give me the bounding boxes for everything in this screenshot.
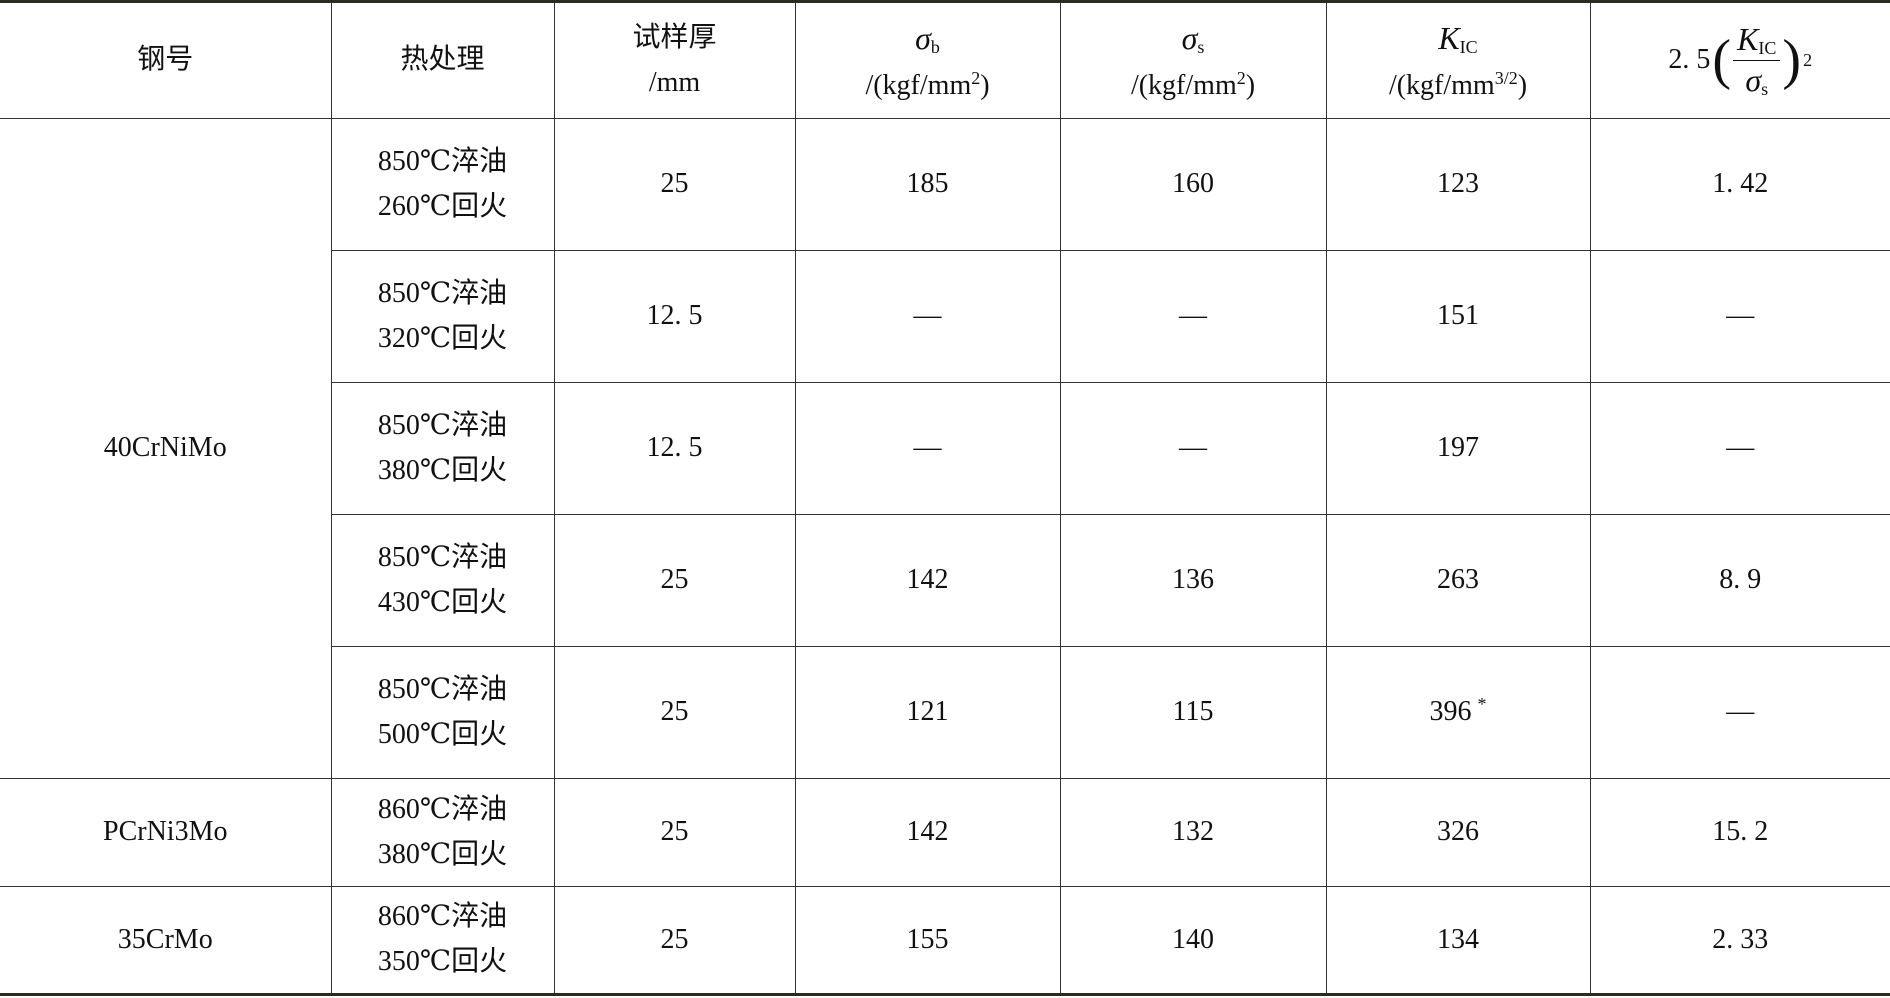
cell-steel: 40CrNiMo xyxy=(0,118,332,779)
header-sigma-s: σs /(kgf/mm2) xyxy=(1059,0,1327,119)
cell-thickness: 25 xyxy=(553,646,796,779)
cell-sigma-s: 140 xyxy=(1059,886,1327,996)
table-row: 850℃淬油 430℃回火 25 142 136 263 8. 9 xyxy=(0,514,1890,647)
cell-thickness: 12. 5 xyxy=(553,382,796,515)
table-row: 35CrMo 860℃淬油 350℃回火 25 155 140 134 2. 33 xyxy=(0,886,1890,996)
cell-treatment: 850℃淬油 500℃回火 xyxy=(331,646,555,779)
cell-treatment: 850℃淬油 320℃回火 xyxy=(331,250,555,383)
cell-sigma-s: 115 xyxy=(1059,646,1327,779)
cell-sigma-b: — xyxy=(794,382,1061,515)
cell-sigma-s: 132 xyxy=(1059,778,1327,887)
footnote-mark: * xyxy=(1477,694,1487,715)
cell-treatment: 860℃淬油 380℃回火 xyxy=(330,778,555,887)
cell-ratio: — xyxy=(1589,250,1890,383)
cell-sigma-s: — xyxy=(1059,250,1327,383)
cell-sigma-s: 136 xyxy=(1059,514,1327,647)
cell-treatment: 850℃淬油 430℃回火 xyxy=(331,514,555,647)
cell-thickness: 25 xyxy=(553,886,796,996)
cell-sigma-b: 142 xyxy=(794,514,1061,647)
header-steel: 钢号 xyxy=(0,0,332,119)
cell-kic: 396 * xyxy=(1325,646,1591,779)
cell-thickness: 25 xyxy=(553,778,796,887)
table-row: 850℃淬油 320℃回火 12. 5— —151— xyxy=(0,250,1890,383)
cell-kic: 151 xyxy=(1325,250,1591,383)
cell-steel: PCrNi3Mo xyxy=(0,778,332,887)
cell-sigma-b: — xyxy=(794,250,1061,383)
table-row: 40CrNiMo 850℃淬油 260℃回火 25 185 160 123 1. 42 xyxy=(0,118,1890,779)
cell-kic: 263 xyxy=(1325,514,1591,647)
header-ratio-formula: 2. 5 ( KIC σs ) 2 xyxy=(1589,0,1890,119)
header-row: 钢号 热处理 试样厚/mm σb /(kgf/mm2) σs /(kgf/mm2… xyxy=(0,0,1890,119)
cell-thickness: 25 xyxy=(553,118,796,251)
cell-sigma-b: 155 xyxy=(794,886,1061,996)
table-row: PCrNi3Mo 860℃淬油 380℃回火 25 142 132 326 15. 2 xyxy=(0,778,1890,887)
cell-thickness: 25 xyxy=(553,514,796,647)
cell-ratio: — xyxy=(1589,646,1890,779)
table-row: 850℃淬油 500℃回火 25 121 115 396 * — xyxy=(0,646,1890,779)
cell-sigma-b: 121 xyxy=(794,646,1061,779)
header-treatment: 热处理 xyxy=(330,0,555,119)
header-thickness: 试样厚/mm xyxy=(553,0,796,119)
cell-ratio: 15. 2 xyxy=(1589,778,1890,887)
cell-kic: 123 xyxy=(1325,118,1591,251)
table-row: 850℃淬油 380℃回火 12. 5— —197— xyxy=(0,382,1890,515)
cell-sigma-s: — xyxy=(1059,382,1327,515)
cell-treatment: 860℃淬油 350℃回火 xyxy=(330,886,555,996)
cell-ratio: 1. 42 xyxy=(1589,118,1890,251)
header-sigma-b: σb /(kgf/mm2) xyxy=(794,0,1061,119)
cell-ratio: — xyxy=(1589,382,1890,515)
cell-kic: 134 xyxy=(1325,886,1591,996)
cell-sigma-s: 160 xyxy=(1059,118,1327,251)
cell-sigma-b: 185 xyxy=(794,118,1061,251)
header-kic: KIC /(kgf/mm3/2) xyxy=(1325,0,1591,119)
cell-ratio: 8. 9 xyxy=(1589,514,1890,647)
cell-thickness: 12. 5 xyxy=(553,250,796,383)
cell-steel: 35CrMo xyxy=(0,886,332,996)
cell-kic: 197 xyxy=(1325,382,1591,515)
cell-ratio: 2. 33 xyxy=(1589,886,1890,996)
cell-kic: 326 xyxy=(1325,778,1591,887)
cell-sigma-b: 142 xyxy=(794,778,1061,887)
cell-treatment: 850℃淬油 260℃回火 xyxy=(330,118,555,251)
cell-treatment: 850℃淬油 380℃回火 xyxy=(331,382,555,515)
